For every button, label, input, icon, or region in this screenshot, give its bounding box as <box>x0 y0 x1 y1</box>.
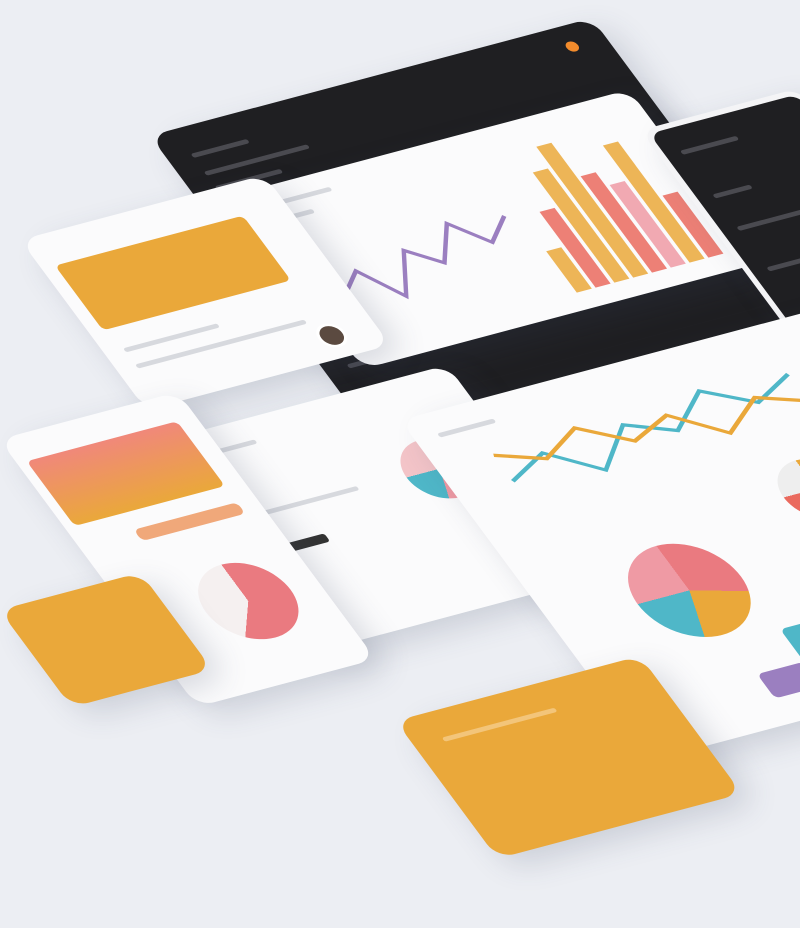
line-chart <box>341 215 507 300</box>
bar <box>662 191 724 258</box>
avatar[interactable] <box>310 320 354 351</box>
pie-chart-icon <box>604 532 775 649</box>
purple-card <box>757 661 800 699</box>
pie-chart-icon <box>179 553 318 649</box>
bar <box>532 168 630 283</box>
text-line <box>766 254 800 272</box>
text-line <box>135 319 308 369</box>
text-line <box>190 138 250 158</box>
bar <box>546 247 592 293</box>
bar <box>609 180 686 268</box>
line-series <box>510 372 790 483</box>
teal-card <box>780 606 800 662</box>
bar <box>539 207 611 288</box>
trend-line-chart <box>493 372 800 483</box>
progress-bar <box>133 502 246 542</box>
summary-card[interactable] <box>54 215 291 331</box>
bar <box>602 141 705 263</box>
summary-card[interactable] <box>26 421 225 527</box>
bar-chart-card <box>234 89 758 369</box>
line-series <box>493 395 800 461</box>
text-line <box>736 209 800 231</box>
text-line <box>679 135 740 155</box>
device-mockup-board <box>0 0 800 859</box>
bar-chart <box>532 141 724 293</box>
bar <box>536 142 649 278</box>
text-line <box>441 707 558 742</box>
analytics-dashboard-screen <box>400 302 800 761</box>
line-series <box>341 215 507 300</box>
text-line <box>712 184 753 199</box>
status-dot-icon <box>563 40 582 53</box>
bar <box>580 172 668 273</box>
